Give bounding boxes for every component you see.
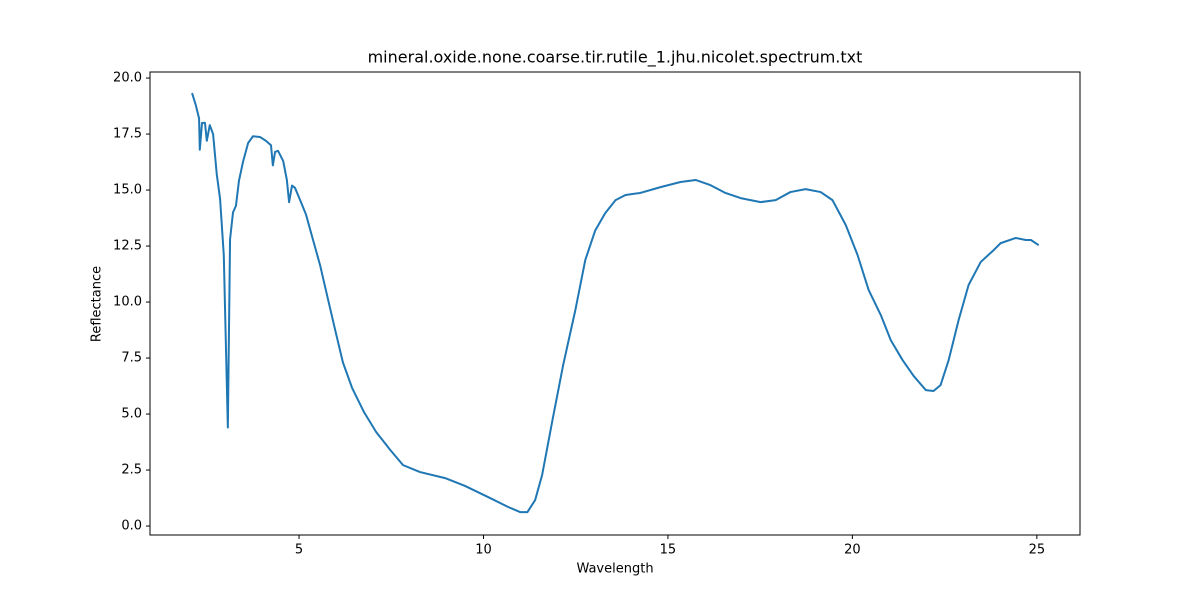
y-tick-label: 7.5 xyxy=(121,351,142,366)
x-tick-label: 5 xyxy=(295,543,303,558)
y-tick-label: 15.0 xyxy=(113,183,142,198)
y-tick-label: 20.0 xyxy=(113,71,142,86)
x-tick-label: 10 xyxy=(475,543,492,558)
plot-frame xyxy=(149,71,1081,536)
y-tick-label: 10.0 xyxy=(113,295,142,310)
chart-title: mineral.oxide.none.coarse.tir.rutile_1.j… xyxy=(368,48,863,68)
y-tick-label: 17.5 xyxy=(113,127,142,142)
y-tick-label: 0.0 xyxy=(121,519,142,534)
y-tick-label: 5.0 xyxy=(121,407,142,422)
y-axis-label: Reflectance xyxy=(90,266,105,342)
x-tick-label: 25 xyxy=(1029,543,1046,558)
y-tick-label: 2.5 xyxy=(121,463,142,478)
x-axis-label: Wavelength xyxy=(576,562,653,577)
spectrum-line xyxy=(191,92,1040,514)
x-tick-label: 15 xyxy=(660,543,677,558)
x-tick-label: 20 xyxy=(844,543,861,558)
y-tick-label: 12.5 xyxy=(113,239,142,254)
